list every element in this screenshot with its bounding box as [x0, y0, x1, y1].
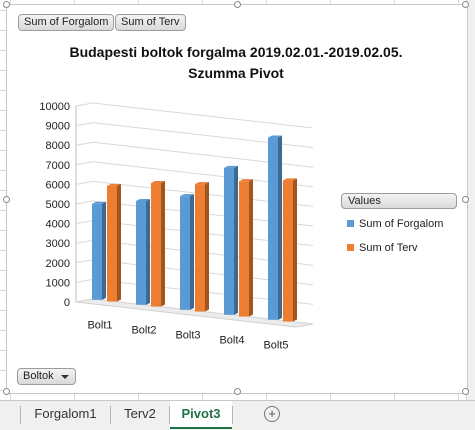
chevron-down-icon — [61, 375, 69, 379]
bar-side — [278, 135, 282, 320]
bar-side — [249, 179, 253, 317]
resize-handle-top-right[interactable] — [462, 1, 469, 8]
bar-side — [205, 182, 209, 312]
bar-top — [195, 182, 209, 185]
bar-forgalom — [268, 137, 278, 320]
x-tick-label: Bolt4 — [219, 335, 244, 347]
resize-handle-bottom-left[interactable] — [3, 388, 10, 395]
resize-handle-top-left[interactable] — [3, 1, 10, 8]
y-tick-label: 6000 — [46, 179, 70, 191]
y-tick-label: 9000 — [46, 121, 70, 133]
tab-pivot3[interactable]: Pivot3 — [170, 401, 232, 429]
add-sheet-button[interactable]: + — [264, 406, 280, 422]
chart-title: Budapesti boltok forgalma 2019.02.01.-20… — [56, 42, 416, 84]
resize-handle-bottom[interactable] — [234, 388, 241, 395]
gridline-wall — [75, 259, 94, 264]
x-tick-label: Bolt5 — [263, 340, 288, 352]
gridline-wall — [75, 180, 94, 185]
tab-forgalom1[interactable]: Forgalom1 — [34, 406, 97, 421]
bar-top — [180, 194, 194, 197]
legend-header[interactable]: Values — [341, 193, 457, 209]
bar-side — [293, 178, 297, 322]
y-tick-label: 8000 — [46, 140, 70, 152]
resize-handle-left[interactable] — [3, 196, 10, 203]
bar-top — [283, 178, 297, 181]
gridline-wall — [75, 122, 94, 127]
y-tick-label: 1000 — [46, 277, 70, 289]
axis-field-button-boltok[interactable]: Boltok — [17, 368, 76, 385]
bar-top — [151, 181, 165, 184]
gridline-wall — [75, 161, 94, 166]
bar-terv — [195, 184, 205, 312]
bar-top — [136, 198, 150, 201]
tab-terv2[interactable]: Terv2 — [124, 406, 156, 421]
pivot-field-button-terv[interactable]: Sum of Terv — [115, 14, 186, 31]
bar-side — [146, 198, 150, 305]
pivot-field-button-forgalom[interactable]: Sum of Forgalom — [18, 14, 115, 31]
legend-item-forgalom: Sum of Forgalom — [347, 217, 443, 231]
resize-handle-right[interactable] — [462, 196, 469, 203]
bar-side — [117, 183, 121, 302]
y-tick-label: 4000 — [46, 219, 70, 231]
chart-title-line1: Budapesti boltok forgalma 2019.02.01.-20… — [69, 44, 403, 60]
y-tick-label: 5000 — [46, 199, 70, 211]
bar-forgalom — [224, 167, 234, 315]
legend-swatch-terv — [347, 244, 354, 251]
gridline-wall — [75, 200, 94, 205]
bar-terv — [151, 183, 161, 307]
y-tick-label: 3000 — [46, 238, 70, 250]
bar-forgalom — [180, 196, 190, 310]
chart-title-line2: Szumma Pivot — [188, 65, 284, 81]
legend-label-terv: Sum of Terv — [359, 242, 418, 254]
x-tick-label: Bolt2 — [131, 325, 156, 337]
y-tick-label: 7000 — [46, 160, 70, 172]
gridline-wall — [75, 278, 94, 283]
y-tick-label: 10000 — [39, 101, 70, 113]
plus-circle-icon: + — [268, 406, 276, 421]
gridline-wall — [75, 220, 94, 225]
bar-side — [234, 165, 238, 315]
bar-side — [190, 194, 194, 310]
sheet-tab-bar: Forgalom1 Terv2 Pivot3 — [0, 400, 475, 430]
axis-field-label: Boltok — [23, 370, 54, 382]
resize-handle-bottom-right[interactable] — [462, 388, 469, 395]
bar-terv — [283, 180, 293, 322]
legend-item-terv: Sum of Terv — [347, 241, 418, 255]
bar-side — [161, 181, 165, 307]
bar-top — [268, 135, 282, 138]
gridline-wall — [75, 102, 94, 107]
gridline-wall — [75, 298, 94, 303]
bar-terv — [107, 185, 117, 302]
bar-top — [92, 201, 106, 204]
y-tick-label: 2000 — [46, 258, 70, 270]
gridline-wall — [75, 239, 94, 244]
chart-plot-area: 0 1000 2000 3000 4000 5000 6000 7000 8000 9000 100… — [39, 101, 314, 352]
legend-swatch-forgalom — [347, 220, 354, 227]
bar-top — [239, 179, 253, 182]
x-tick-label: Bolt1 — [87, 320, 112, 332]
y-tick-label: 0 — [64, 297, 70, 309]
bar-top — [107, 183, 121, 186]
x-tick-label: Bolt3 — [175, 330, 200, 342]
bar-forgalom — [92, 203, 102, 300]
gridline — [92, 102, 314, 129]
legend-label-forgalom: Sum of Forgalom — [359, 218, 444, 230]
bar-forgalom — [136, 200, 146, 305]
bar-side — [102, 201, 106, 300]
bar-top — [224, 165, 238, 168]
gridline-wall — [75, 141, 94, 146]
bar-terv — [239, 181, 249, 317]
resize-handle-top[interactable] — [234, 1, 241, 8]
